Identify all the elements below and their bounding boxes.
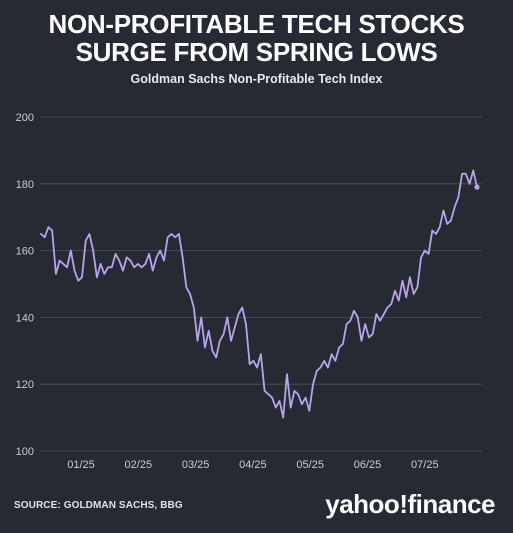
y-tick-label: 200 — [16, 112, 34, 124]
grid-layer — [40, 116, 482, 452]
series-line — [40, 169, 478, 419]
x-tick-label: 01/25 — [67, 459, 95, 471]
y-axis-ticks: 100 120 140 160 180 200 — [16, 112, 34, 458]
y-tick-label: 120 — [16, 379, 34, 391]
title-line-2: SURGE FROM SPRING LOWS — [75, 37, 438, 67]
title-line-1: NON-PROFITABLE TECH STOCKS — [48, 9, 465, 39]
x-tick-label: 07/25 — [411, 459, 439, 471]
y-tick-label: 180 — [16, 179, 34, 191]
x-tick-label: 04/25 — [239, 459, 267, 471]
series-end-point — [474, 184, 480, 190]
y-tick-label: 140 — [16, 312, 34, 324]
x-tick-label: 03/25 — [182, 459, 210, 471]
chart-title: NON-PROFITABLE TECH STOCKS SURGE FROM SP… — [0, 10, 513, 66]
x-tick-label: 05/25 — [296, 459, 324, 471]
y-tick-label: 160 — [16, 246, 34, 258]
yahoo-finance-logo: yahoo!finance — [325, 489, 495, 519]
x-axis-ticks: 01/25 02/25 03/25 04/25 05/25 06/25 07/25 — [67, 459, 438, 471]
source-note: SOURCE: GOLDMAN SACHS, BBG — [14, 500, 183, 511]
x-tick-label: 06/25 — [354, 459, 382, 471]
chart-subtitle: Goldman Sachs Non-Profitable Tech Index — [130, 72, 383, 86]
x-tick-label: 02/25 — [125, 459, 153, 471]
y-tick-label: 100 — [16, 446, 34, 458]
